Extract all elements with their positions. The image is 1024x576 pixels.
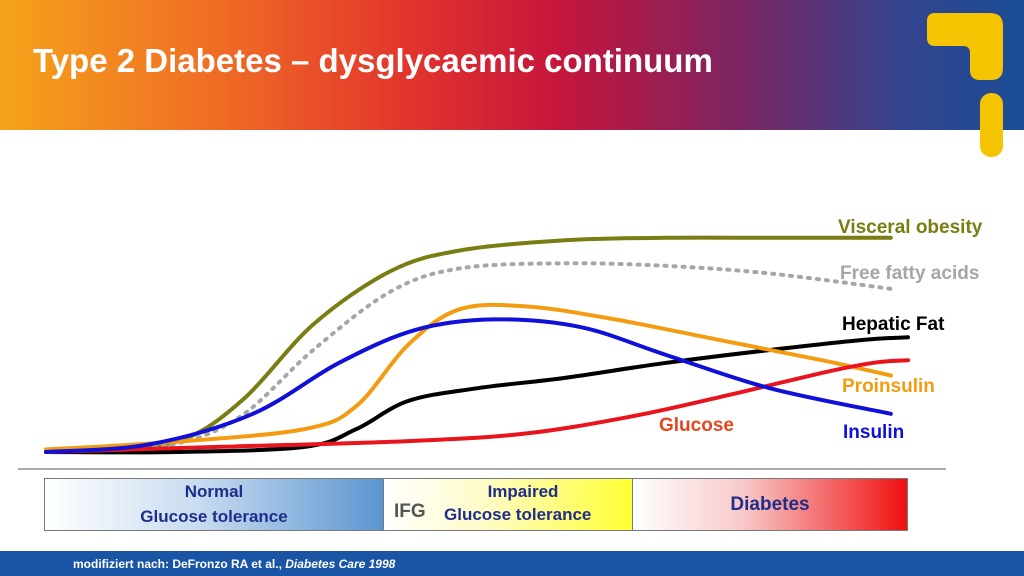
footer-citation-journal: Diabetes Care 1998 xyxy=(285,557,396,571)
series-visceral-obesity xyxy=(44,235,893,454)
label-glucose: Glucose xyxy=(659,415,734,436)
footer-citation-prefix: modifiziert nach: DeFronzo RA et al., xyxy=(73,557,286,571)
stage-impaired-glucose-tolerance: IFG Impaired Glucose tolerance xyxy=(383,478,633,531)
stage-impaired-line2: Glucose tolerance xyxy=(444,505,592,524)
stage-impaired-line1: Impaired xyxy=(487,482,559,501)
series-free-fatty-acids xyxy=(44,261,893,454)
label-free-fatty-acids: Free fatty acids xyxy=(840,263,979,284)
label-proinsulin: Proinsulin xyxy=(842,376,935,397)
footer-citation: modifiziert nach: DeFronzo RA et al., Di… xyxy=(73,557,395,571)
stage-ifg: IFG xyxy=(394,501,426,522)
header-banner xyxy=(0,0,1024,130)
stage-diabetes: Diabetes xyxy=(632,478,908,531)
label-insulin: Insulin xyxy=(843,422,904,443)
series-hepatic-fat xyxy=(44,335,910,455)
stage-normal-line2: Glucose tolerance xyxy=(140,507,288,526)
label-hepatic-fat: Hepatic Fat xyxy=(842,314,945,335)
series-insulin xyxy=(44,317,893,454)
series-glucose xyxy=(44,358,910,454)
stage-normal-glucose-tolerance: Normal Glucose tolerance xyxy=(44,478,384,531)
slide-title: Type 2 Diabetes – dysglycaemic continuum xyxy=(33,42,713,79)
stage-diabetes-label: Diabetes xyxy=(730,494,810,515)
footer-bar xyxy=(0,551,1024,576)
label-visceral-obesity: Visceral obesity xyxy=(838,217,983,238)
stage-normal-line1: Normal xyxy=(184,482,244,501)
series-proinsulin xyxy=(44,302,893,452)
logo-icon xyxy=(927,13,1003,157)
